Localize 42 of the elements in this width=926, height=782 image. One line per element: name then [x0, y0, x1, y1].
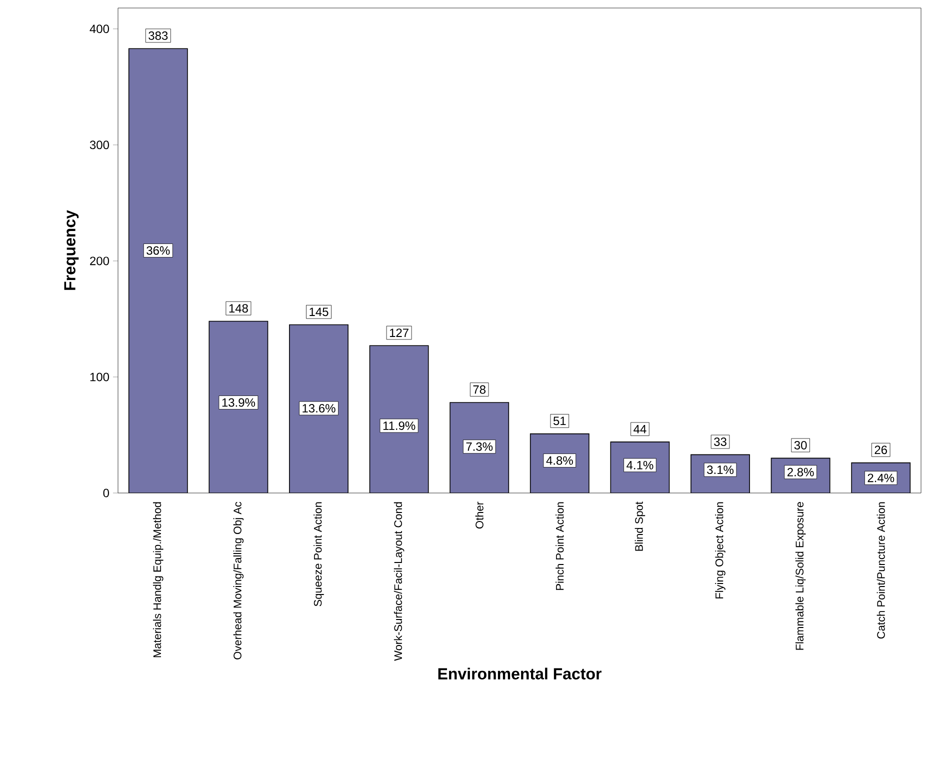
y-axis-title: Frequency [64, 210, 79, 290]
data-label: 383 [148, 31, 168, 40]
data-label: 44 [634, 424, 646, 434]
x-tick-label: Overhead Moving/Falling Obj Ac [233, 502, 244, 660]
bar [209, 321, 268, 493]
data-label: 33 [714, 438, 726, 446]
annotation: 2.4% [868, 474, 894, 482]
annotation: 13.9% [222, 398, 256, 407]
data-label: 30 [794, 441, 807, 450]
annotation: 3.1% [707, 466, 734, 474]
data-label: 148 [229, 304, 248, 313]
bar [450, 402, 509, 493]
annotation: 7.3% [466, 442, 493, 451]
x-tick-label: Other [475, 502, 484, 529]
x-tick-label: Flammable Liq/Solid Exposure [795, 502, 806, 650]
x-axis-title: Environmental Factor [438, 668, 602, 680]
data-label: 26 [874, 446, 888, 454]
data-label: 78 [473, 385, 486, 394]
x-tick-label: Blind Spot [634, 502, 646, 551]
y-tick-label: 100 [90, 372, 110, 382]
annotation: 36% [146, 246, 170, 255]
annotation: 4.1% [626, 460, 654, 470]
x-tick-label: Materials Handlg Equip./Method [153, 502, 164, 658]
bar [289, 324, 348, 493]
annotation: 11.9% [383, 421, 416, 430]
y-tick-label: 300 [90, 140, 110, 150]
bar [128, 48, 188, 493]
x-tick-label: Pinch Point Action [556, 502, 564, 590]
annotation: 13.6% [302, 404, 336, 413]
annotation: 2.8% [787, 468, 814, 476]
data-label: 127 [390, 328, 408, 337]
y-tick-label: 400 [90, 24, 110, 34]
x-tick-label: Squeeze Point Action [314, 502, 324, 606]
bar [370, 346, 428, 493]
x-tick-label: Flying Object Action [715, 502, 726, 598]
y-tick-label: 0 [103, 488, 110, 498]
data-label: 51 [553, 416, 566, 426]
annotation: 4.8% [546, 456, 573, 465]
data-label: 145 [310, 308, 328, 316]
y-tick-label: 200 [90, 256, 110, 266]
x-tick-label: Work-Surface/Facil-Layout Cond [394, 502, 404, 661]
x-tick-label: Catch Point/Puncture Action [876, 502, 885, 639]
